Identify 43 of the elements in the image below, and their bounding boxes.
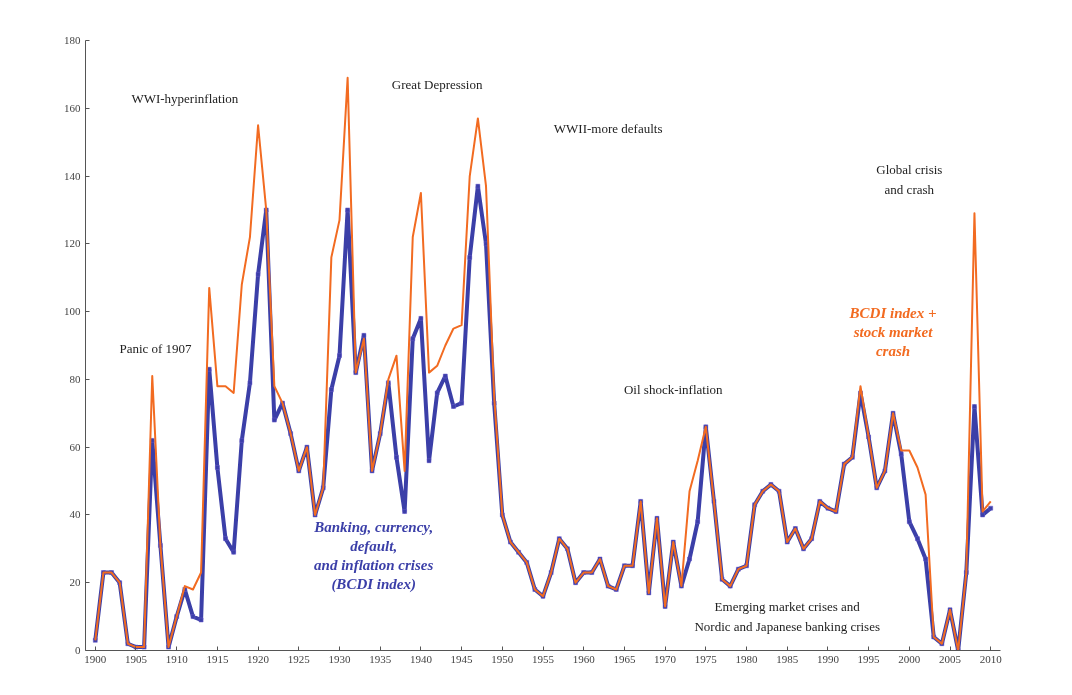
x-tick-label: 1955 <box>532 652 555 665</box>
x-tick-label: 1910 <box>165 652 189 665</box>
y-tick-label: 160 <box>64 101 81 114</box>
x-tick-label: 2010 <box>979 652 1003 665</box>
x-tick-label: 1925 <box>287 652 311 665</box>
annotation: Global crisis and crash <box>876 162 943 197</box>
x-tick-label: 2005 <box>939 652 962 665</box>
y-tick-label: 20 <box>69 576 81 589</box>
x-tick-label: 1970 <box>654 652 677 665</box>
x-tick-label: 1975 <box>694 652 718 665</box>
x-tick-label: 1905 <box>124 652 148 665</box>
x-tick-label: 1980 <box>735 652 759 665</box>
x-tick-label: 1915 <box>206 652 229 665</box>
line-series <box>94 76 992 651</box>
y-tick-label: 0 <box>75 644 81 656</box>
y-tick-label: 100 <box>64 305 81 318</box>
x-tick-label: 1950 <box>491 652 514 665</box>
y-tick-label: 120 <box>64 237 81 250</box>
y-tick-label: 140 <box>64 169 81 182</box>
y-tick-label: 60 <box>69 440 81 453</box>
x-tick-label: 1985 <box>776 652 799 665</box>
x-tick-label: 1940 <box>409 652 433 665</box>
series-label: BCDI index + stock market crash <box>848 304 937 360</box>
x-tick-label: 1930 <box>328 652 351 665</box>
y-tick-label: 180 <box>64 34 81 46</box>
x-tick-label: 1960 <box>572 652 596 665</box>
annotation: Emerging market crises and Nordic and Japanese banking crises <box>694 599 881 634</box>
x-tick-label: 1995 <box>857 652 881 665</box>
x-tick-label: 1920 <box>247 652 270 665</box>
x-tick-label: 1990 <box>816 652 840 665</box>
y-tick-label: 80 <box>69 372 81 385</box>
x-tick-label: 1935 <box>369 652 392 665</box>
x-tick-label: 1900 <box>84 652 107 665</box>
annotation: WWI-hyperinflation <box>131 90 239 106</box>
x-tick-label: 1965 <box>613 652 636 665</box>
x-tick-label: 2000 <box>898 652 921 665</box>
annotation: WWII-more defaults <box>553 121 663 137</box>
annotation: Panic of 1907 <box>119 341 193 357</box>
annotation: Great Depression <box>391 77 483 93</box>
x-tick-label: 1945 <box>450 652 474 665</box>
series-label: Banking, currency, default, and inflation crises (BCDI index) <box>313 518 434 594</box>
y-tick-label: 40 <box>69 508 81 521</box>
annotation: Oil shock-inflation <box>623 382 724 398</box>
